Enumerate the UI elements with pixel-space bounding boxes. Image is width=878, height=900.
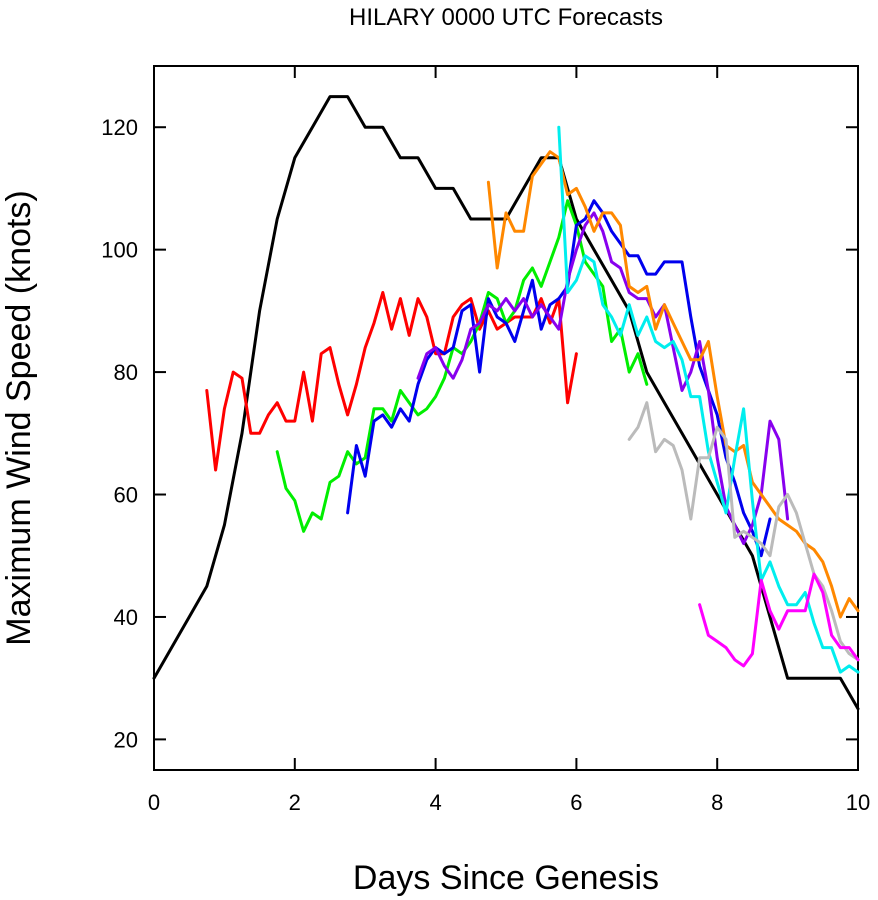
plot-area: 0 2 4 6 8 10 20 40 60 80 100 120 (101, 65, 870, 815)
x-tick-label: 8 (711, 790, 723, 815)
forecast-line (275, 199, 649, 533)
y-axis-title: Maximum Wind Speed (knots) (0, 190, 38, 645)
x-tick-label: 6 (570, 790, 582, 815)
y-tick-label: 80 (114, 360, 138, 385)
y-tick-label: 60 (114, 483, 138, 508)
axis-ticks: 0 2 4 6 8 10 20 40 60 80 100 120 (101, 66, 870, 815)
forecast-line (698, 572, 860, 668)
x-tick-label: 10 (846, 790, 870, 815)
y-tick-label: 120 (101, 115, 138, 140)
chart-title: HILARY 0000 UTC Forecasts (349, 4, 663, 31)
x-axis-title: Days Since Genesis (353, 859, 659, 897)
x-tick-label: 2 (289, 790, 301, 815)
forecast-line (205, 291, 578, 472)
series-group (152, 95, 860, 711)
y-tick-label: 40 (114, 605, 138, 630)
forecast-line (627, 401, 860, 662)
forecast-line (486, 150, 860, 619)
observed-intensity-line (152, 95, 860, 711)
y-tick-label: 100 (101, 238, 138, 263)
y-tick-label: 20 (114, 727, 138, 752)
x-tick-label: 4 (429, 790, 441, 815)
plot-frame (153, 65, 859, 771)
forecast-line (346, 199, 772, 558)
x-tick-label: 0 (148, 790, 160, 815)
